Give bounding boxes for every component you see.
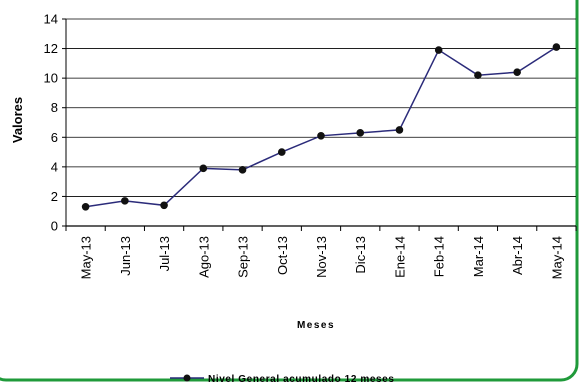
y-tick-label: 12	[44, 41, 58, 56]
x-tick-label: Sep-13	[236, 236, 251, 278]
data-point	[317, 132, 325, 140]
x-tick-label: Jul-13	[157, 236, 172, 271]
y-tick-label: 6	[51, 130, 58, 145]
data-point	[356, 129, 365, 137]
data-point	[434, 46, 443, 54]
x-tick-label: May-14	[549, 236, 564, 279]
x-tick-label: Ago-13	[196, 236, 211, 278]
data-point	[474, 71, 482, 79]
x-tick-label: Jun-13	[118, 236, 133, 276]
x-tick-label: Mar-14	[471, 236, 486, 277]
x-tick-label: Nov-13	[314, 236, 329, 278]
data-point	[513, 68, 521, 77]
data-point	[121, 197, 129, 205]
data-point	[81, 202, 90, 211]
x-tick-label: Abr-14	[510, 236, 525, 275]
y-tick-label: 8	[51, 100, 58, 115]
legend-entry: Nivel General acumulado 12 meses	[208, 374, 395, 385]
legend-marker-swatch	[183, 374, 191, 382]
y-tick-labels: 0 2 4 6 8 10 12 14	[44, 12, 58, 234]
series-line	[85, 46, 557, 208]
x-tick-label: Dic-13	[353, 236, 368, 274]
x-axis	[65, 226, 577, 231]
data-point	[552, 43, 561, 51]
data-point	[238, 166, 247, 174]
data-point	[160, 201, 168, 210]
legend: Nivel General acumulado 12 meses	[170, 374, 395, 385]
data-point	[199, 164, 208, 173]
y-tick-label: 14	[44, 12, 58, 27]
data-point	[395, 126, 404, 134]
series-nivel-general	[81, 43, 561, 211]
x-tick-label: Ene-14	[392, 236, 407, 278]
y-tick-label: 4	[51, 159, 58, 174]
x-axis-title: Meses	[297, 320, 335, 331]
data-point	[277, 148, 286, 156]
y-tick-label: 10	[44, 71, 58, 86]
x-tick-label: Feb-14	[432, 236, 447, 277]
y-tick-label: 2	[51, 189, 58, 204]
grid-lines	[62, 18, 576, 227]
y-tick-label: 0	[51, 219, 58, 234]
y-axis-title: Valores	[10, 97, 25, 143]
x-tick-label: Oct-13	[275, 236, 290, 275]
x-tick-labels: May-13 Jun-13 Jul-13 Ago-13 Sep-13 Oct-13 Nov-…	[79, 236, 565, 279]
x-tick-label: May-13	[79, 236, 94, 279]
